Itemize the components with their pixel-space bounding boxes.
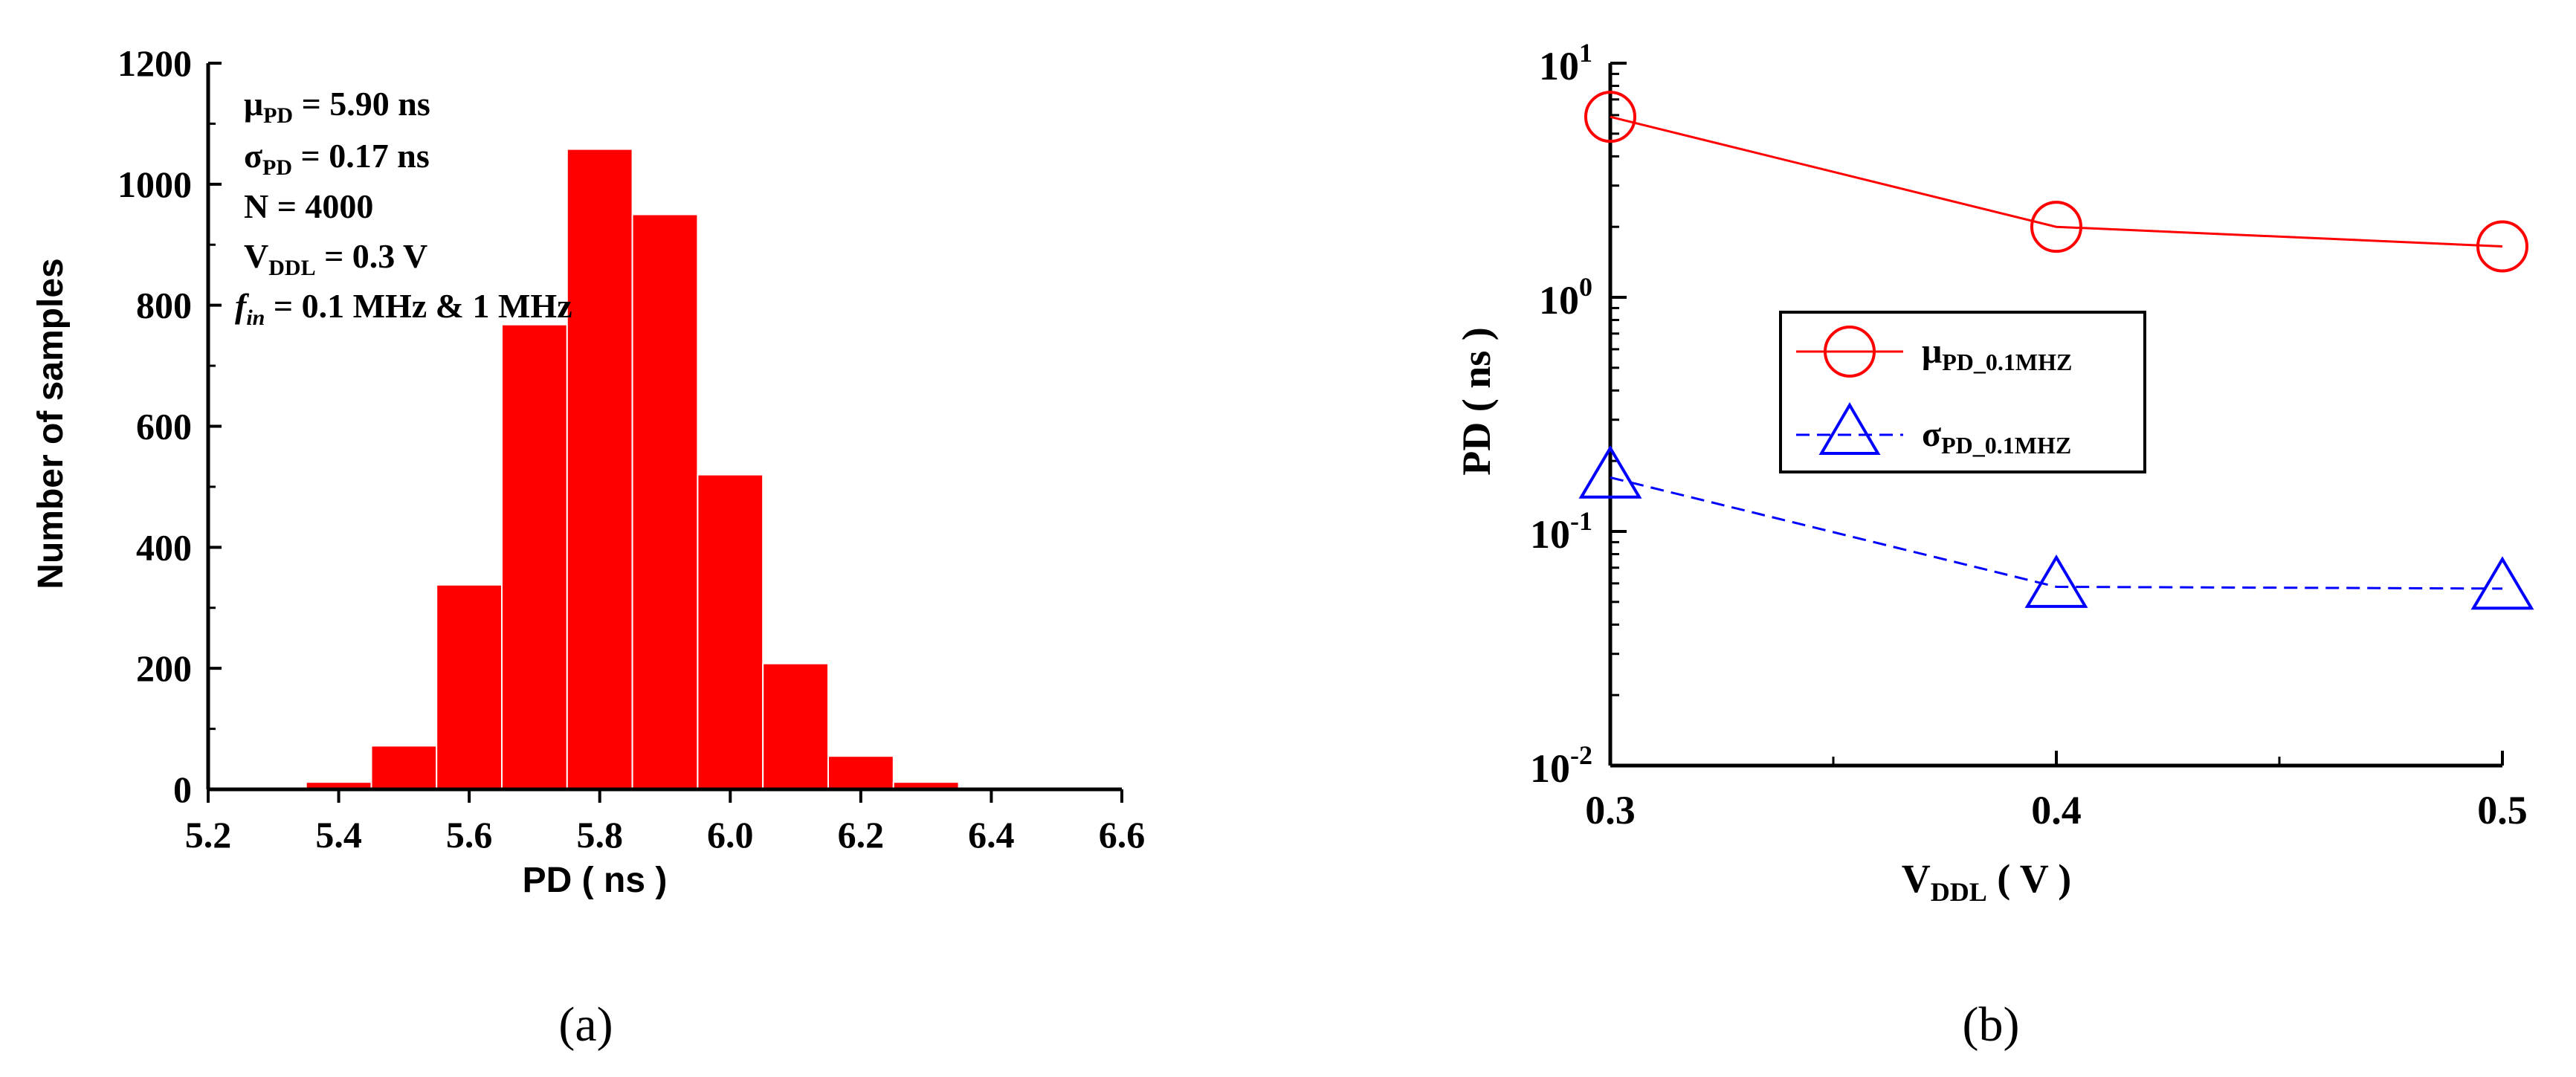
- y-tick-label: 0: [173, 769, 192, 810]
- histogram-bar: [697, 473, 764, 790]
- x-tick-label: 5.2: [185, 814, 232, 856]
- y-tick-label: 1000: [117, 164, 192, 205]
- lineplot-x-axis-label: VDDL ( V ): [1902, 856, 2072, 907]
- y-tick-label: 400: [136, 526, 192, 568]
- histogram-bars: [305, 148, 960, 791]
- legend-entry-sigma: σPD_0.1MHZ: [1796, 402, 2071, 459]
- data-point-sigma: [1578, 444, 1642, 499]
- legend-entry-mean: μPD_0.1MHZ: [1796, 326, 2072, 378]
- y-tick-label: 600: [136, 406, 192, 447]
- data-point-mean: [2030, 201, 2082, 253]
- legend-sigma-marker: [1818, 402, 1881, 455]
- histogram-bar: [631, 213, 699, 790]
- histogram-bar: [827, 755, 894, 791]
- y-tick-label: 10-2: [1530, 740, 1592, 791]
- histogram-x-ticks: 5.2 5.4 5.6 5.8 6.0 6.2 6.4 6.6: [185, 789, 1146, 856]
- histogram-x-axis-label: PD ( ns ): [523, 861, 668, 900]
- histogram-bar: [501, 323, 568, 790]
- histogram-bar: [436, 583, 503, 790]
- x-tick-label: 0.4: [2031, 788, 2082, 832]
- x-tick-label: 5.6: [446, 814, 493, 856]
- line-plot-panel: 101 100 10-1 10-2 0.3 0.4 0.5 VDDL ( V ) PD (…: [1454, 38, 2534, 1052]
- panel-label-b: (b): [1963, 997, 2020, 1052]
- stat-sigma: σPD = 0.17 ns: [244, 137, 430, 180]
- x-tick-label: 6.2: [838, 814, 885, 856]
- x-tick-label: 0.5: [2477, 788, 2528, 832]
- histogram-bar: [566, 148, 633, 791]
- legend-box: [1779, 311, 2146, 473]
- stat-sample-count: N = 4000: [244, 187, 373, 225]
- histogram-y-axis-label: Number of samples: [31, 258, 71, 589]
- y-tick-label: 10-1: [1530, 506, 1592, 557]
- lineplot-y-axis-label: PD ( ns ): [1454, 327, 1499, 476]
- histogram-y-ticks: 0 200 400 600 800 1000 1200: [117, 42, 222, 810]
- stats-annotation: μPD = 5.90 ns σPD = 0.17 ns N = 4000 VDD…: [235, 85, 572, 330]
- lineplot-series: [1578, 91, 2534, 610]
- lineplot-y-ticks: 101 100 10-1 10-2: [1530, 38, 1627, 791]
- legend-mean-marker: [1824, 326, 1876, 378]
- data-point-mean: [1584, 91, 1636, 143]
- series-mean-line: [1610, 115, 2503, 248]
- x-tick-label: 6.4: [968, 814, 1015, 856]
- data-point-mean: [2476, 220, 2528, 273]
- legend-sigma-label: σPD_0.1MHZ: [1922, 415, 2071, 459]
- histogram-panel: 0 200 400 600 800 1000 1200 5.2 5.4 5.6 5.8 6.0 6.2…: [31, 42, 1145, 1052]
- legend-mean-label: μPD_0.1MHZ: [1922, 331, 2072, 375]
- histogram-bar: [370, 745, 438, 791]
- y-tick-label: 200: [136, 647, 192, 689]
- histogram-bar: [762, 662, 829, 791]
- y-tick-label: 100: [1539, 272, 1592, 323]
- stat-vddl: VDDL = 0.3 V: [244, 237, 427, 280]
- panel-label-a: (a): [558, 997, 613, 1052]
- y-tick-label: 1200: [117, 42, 192, 84]
- y-tick-label: 800: [136, 285, 192, 326]
- stat-frequency: fin = 0.1 MHz & 1 MHz: [235, 287, 572, 330]
- legend: μPD_0.1MHZ σPD_0.1MHZ: [1779, 311, 2146, 473]
- y-tick-label: 101: [1539, 38, 1592, 88]
- x-tick-label: 0.3: [1585, 788, 1636, 832]
- series-sigma-line: [1610, 476, 2503, 590]
- stat-mean: μPD = 5.90 ns: [244, 85, 430, 128]
- data-point-sigma: [2024, 554, 2088, 608]
- x-tick-label: 6.0: [707, 814, 754, 856]
- x-tick-label: 6.6: [1099, 814, 1146, 856]
- lineplot-x-ticks: 0.3 0.4 0.5: [1585, 751, 2528, 832]
- data-point-sigma: [2470, 556, 2534, 610]
- x-tick-label: 5.4: [315, 814, 362, 856]
- x-tick-label: 5.8: [576, 814, 623, 856]
